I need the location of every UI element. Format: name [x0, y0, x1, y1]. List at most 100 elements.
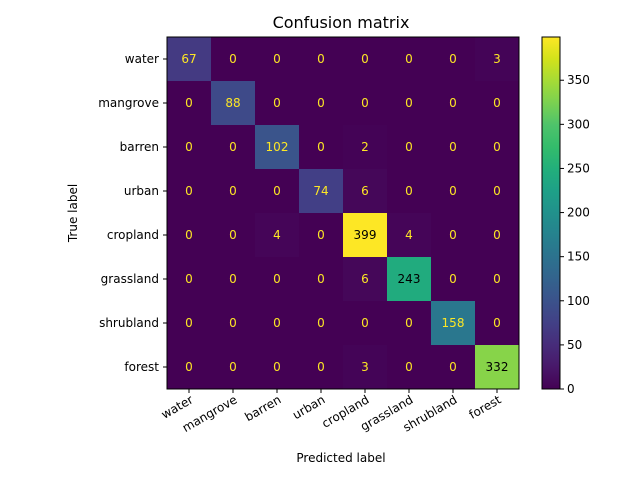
heatmap-cell	[211, 169, 256, 214]
heatmap-cell-labels: 67 0 0 0 0 0 0 3 0 88 0 0 0 0 0 0 0 0 102 0 2 0 0 0 0 0 0 74 6 0 0 0 0 0 4…	[181, 52, 508, 374]
cell-value-label: 0	[361, 316, 369, 330]
cell-value-label: 0	[449, 140, 457, 154]
cell-value-label: 0	[273, 52, 281, 66]
cell-value-label: 399	[354, 228, 377, 242]
cell-value-label: 0	[229, 52, 237, 66]
heatmap-cell	[167, 169, 212, 214]
cell-value-label: 0	[317, 272, 325, 286]
heatmap-cell	[431, 169, 476, 214]
colorbar-tick-label: 350	[567, 73, 590, 87]
y-tick-label: water	[125, 52, 159, 66]
chart-title: Confusion matrix	[273, 13, 410, 32]
heatmap-cell	[299, 301, 344, 346]
colorbar-tick-label: 100	[567, 294, 590, 308]
cell-value-label: 0	[185, 96, 193, 110]
heatmap-cell	[387, 345, 432, 390]
cell-value-label: 0	[185, 360, 193, 374]
heatmap-cell	[387, 257, 432, 302]
heatmap-cell	[167, 125, 212, 170]
heatmap-cell	[431, 213, 476, 258]
heatmap-cell	[255, 257, 300, 302]
heatmap-cell	[299, 125, 344, 170]
cell-value-label: 0	[317, 316, 325, 330]
cell-value-label: 0	[229, 140, 237, 154]
colorbar: 0 50 100 150 200 250 300 350	[541, 36, 590, 396]
cell-value-label: 0	[185, 272, 193, 286]
heatmap-cell	[211, 345, 256, 390]
heatmap-cell	[299, 81, 344, 126]
heatmap-cell	[255, 301, 300, 346]
colorbar-tick-label: 200	[567, 206, 590, 220]
heatmap-cell	[167, 301, 212, 346]
heatmap-cell	[387, 125, 432, 170]
cell-value-label: 102	[266, 140, 289, 154]
heatmap-cell	[211, 213, 256, 258]
cell-value-label: 0	[449, 272, 457, 286]
y-tick-label: forest	[124, 360, 159, 374]
heatmap-cell	[475, 169, 520, 214]
heatmap-cell	[431, 301, 476, 346]
heatmap-cell	[299, 213, 344, 258]
cell-value-label: 0	[493, 184, 501, 198]
cell-value-label: 0	[273, 272, 281, 286]
colorbar-gradient	[542, 37, 560, 389]
heatmap-cell	[167, 37, 212, 82]
cell-value-label: 0	[185, 184, 193, 198]
heatmap-cell	[343, 257, 388, 302]
cell-value-label: 3	[493, 52, 501, 66]
heatmap-cell	[431, 345, 476, 390]
heatmap-cell	[255, 37, 300, 82]
x-tick-label: forest	[467, 392, 504, 422]
heatmap-cells	[167, 37, 520, 390]
cell-value-label: 0	[493, 96, 501, 110]
cell-value-label: 0	[229, 360, 237, 374]
cell-value-label: 0	[405, 316, 413, 330]
cell-value-label: 0	[317, 52, 325, 66]
heatmap-cell	[475, 301, 520, 346]
heatmap-cell	[255, 169, 300, 214]
y-tick-label: shrubland	[99, 316, 159, 330]
cell-value-label: 0	[229, 316, 237, 330]
cell-value-label: 0	[317, 140, 325, 154]
y-tick-label: mangrove	[98, 96, 159, 110]
heatmap-cell	[343, 345, 388, 390]
heatmap-cell	[475, 37, 520, 82]
heatmap-cell	[211, 257, 256, 302]
cell-value-label: 0	[185, 228, 193, 242]
cell-value-label: 6	[361, 184, 369, 198]
cell-value-label: 6	[361, 272, 369, 286]
cell-value-label: 0	[405, 96, 413, 110]
heatmap-cell	[387, 301, 432, 346]
cell-value-label: 243	[398, 272, 421, 286]
cell-value-label: 0	[229, 272, 237, 286]
y-axis-label: True label	[66, 184, 80, 243]
cell-value-label: 0	[493, 272, 501, 286]
heatmap-cell	[255, 125, 300, 170]
heatmap-cell	[387, 169, 432, 214]
cell-value-label: 0	[449, 228, 457, 242]
cell-value-label: 0	[229, 184, 237, 198]
y-tick-label: grassland	[101, 272, 159, 286]
cell-value-label: 0	[361, 96, 369, 110]
cell-value-label: 0	[449, 96, 457, 110]
heatmap-cell	[299, 169, 344, 214]
heatmap-cell	[255, 81, 300, 126]
cell-value-label: 0	[317, 360, 325, 374]
cell-value-label: 88	[225, 96, 240, 110]
cell-value-label: 0	[449, 52, 457, 66]
cell-value-label: 4	[273, 228, 281, 242]
cell-value-label: 67	[181, 52, 196, 66]
y-axis: water mangrove barren urban cropland grasslan…	[98, 52, 167, 374]
cell-value-label: 0	[449, 360, 457, 374]
y-tick-label: urban	[124, 184, 159, 198]
colorbar-tick-label: 150	[567, 250, 590, 264]
heatmap-cell	[343, 169, 388, 214]
colorbar-tick-label: 50	[567, 338, 582, 352]
cell-value-label: 0	[493, 140, 501, 154]
heatmap-cell	[475, 257, 520, 302]
y-tick-label: barren	[120, 140, 159, 154]
heatmap-cell	[431, 125, 476, 170]
heatmap-cell	[387, 81, 432, 126]
x-axis-label: Predicted label	[296, 451, 385, 465]
heatmap-cell	[431, 81, 476, 126]
